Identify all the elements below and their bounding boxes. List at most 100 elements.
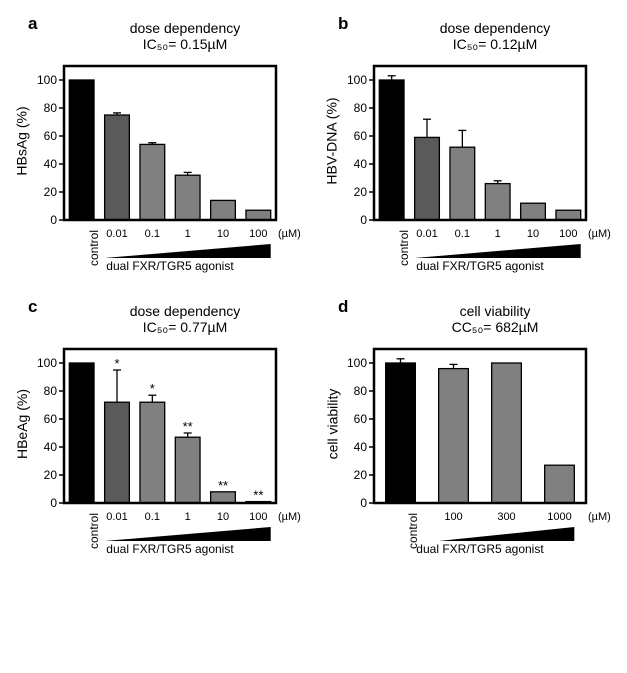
- plot-area: 020406080100control0.010.1110100(µM)dual…: [34, 56, 284, 273]
- panel-d: dcell viabilityCC₅₀= 682µMcell viability…: [320, 303, 620, 556]
- ylabel: HBeAg (%): [14, 389, 30, 459]
- x-tick: 100: [249, 228, 267, 240]
- bar: [492, 363, 522, 503]
- svg-text:40: 40: [354, 440, 368, 454]
- bar-chart: 0 20 40 60 80 100: [34, 56, 284, 226]
- bar: [379, 80, 404, 220]
- bar: [386, 363, 416, 503]
- svg-text:60: 60: [44, 129, 58, 143]
- bar: [246, 210, 271, 220]
- svg-text:**: **: [183, 419, 193, 434]
- bar: [105, 115, 130, 220]
- x-tick: 300: [497, 511, 515, 523]
- bar: [211, 492, 236, 503]
- panel-title: dose dependencyIC₅₀= 0.77µM: [60, 303, 310, 335]
- svg-text:*: *: [150, 382, 155, 397]
- svg-text:60: 60: [354, 129, 368, 143]
- panel-c: cdose dependencyIC₅₀= 0.77µMHBeAg (%)020…: [10, 303, 310, 556]
- x-tick: 1000: [547, 511, 571, 523]
- svg-text:80: 80: [44, 101, 58, 115]
- bar: [140, 145, 165, 221]
- x-unit: (µM): [278, 511, 301, 523]
- bar: [140, 403, 165, 504]
- title-line1: dose dependency: [60, 20, 310, 36]
- panel-a: adose dependencyIC₅₀= 0.15µMHBsAg (%)020…: [10, 20, 310, 273]
- x-tick: 1: [495, 228, 501, 240]
- svg-text:60: 60: [354, 412, 368, 426]
- title-line2: IC₅₀= 0.77µM: [60, 319, 310, 335]
- x-axis-label: dual FXR/TGR5 agonist: [374, 259, 586, 273]
- x-labels: control1003001000(µM): [344, 509, 594, 527]
- x-unit: (µM): [588, 511, 611, 523]
- svg-text:0: 0: [50, 213, 57, 226]
- svg-text:20: 20: [44, 185, 58, 199]
- x-axis-label: dual FXR/TGR5 agonist: [64, 542, 276, 556]
- plot-area: 020406080100control0.010.1110100(µM)dual…: [344, 56, 594, 273]
- x-unit: (µM): [588, 228, 611, 240]
- x-tick: 1: [185, 228, 191, 240]
- svg-text:0: 0: [360, 213, 367, 226]
- bar: [415, 138, 440, 221]
- panel-title: dose dependencyIC₅₀= 0.15µM: [60, 20, 310, 52]
- x-tick: 100: [249, 511, 267, 523]
- ylabel: HBsAg (%): [14, 107, 30, 176]
- bar: [439, 369, 469, 503]
- x-tick: 10: [527, 228, 539, 240]
- plot-box: HBsAg (%)020406080100control0.010.111010…: [10, 56, 310, 273]
- title-line1: dose dependency: [370, 20, 620, 36]
- svg-text:40: 40: [44, 157, 58, 171]
- wedge-wrap: dual FXR/TGR5 agonist: [344, 244, 594, 273]
- x-tick: 0.01: [106, 511, 127, 523]
- x-tick: 10: [217, 511, 229, 523]
- svg-text:40: 40: [44, 440, 58, 454]
- bar: [485, 184, 510, 220]
- x-tick: 0.1: [145, 228, 160, 240]
- plot-box: cell viability020406080100control1003001…: [320, 339, 620, 556]
- panel-title: dose dependencyIC₅₀= 0.12µM: [370, 20, 620, 52]
- svg-text:80: 80: [354, 384, 368, 398]
- x-labels: control0.010.1110100(µM): [34, 509, 284, 527]
- bar-chart: 0 20 40 60 80 100: [344, 339, 594, 509]
- svg-text:100: 100: [347, 356, 367, 370]
- x-unit: (µM): [278, 228, 301, 240]
- title-line1: cell viability: [370, 303, 620, 319]
- svg-text:100: 100: [347, 73, 367, 87]
- bar: [175, 438, 200, 504]
- bar: [175, 175, 200, 220]
- wedge-icon: [34, 527, 284, 541]
- svg-text:0: 0: [360, 496, 367, 509]
- bar-chart: 020406080100: [344, 56, 594, 226]
- svg-text:20: 20: [354, 468, 368, 482]
- plot-area: 020406080100********control0.010.1110100…: [34, 339, 284, 556]
- ylabel-wrap: HBeAg (%): [10, 339, 34, 509]
- bar: [521, 203, 546, 220]
- x-tick: 0.01: [416, 228, 437, 240]
- wedge-icon: [344, 244, 594, 258]
- bar: [450, 147, 475, 220]
- x-labels: control0.010.1110100(µM): [34, 226, 284, 244]
- plot-area: 020406080100control1003001000(µM)dual FX…: [344, 339, 594, 556]
- svg-text:60: 60: [44, 412, 58, 426]
- x-axis-label: dual FXR/TGR5 agonist: [64, 259, 276, 273]
- bar: [69, 80, 94, 220]
- svg-text:80: 80: [44, 384, 58, 398]
- svg-text:0: 0: [50, 496, 57, 509]
- ylabel-wrap: HBV-DNA (%): [320, 56, 344, 226]
- x-axis-label: dual FXR/TGR5 agonist: [374, 542, 586, 556]
- x-tick: 10: [217, 228, 229, 240]
- svg-text:100: 100: [37, 73, 57, 87]
- bar-chart: 020406080100********: [34, 339, 284, 509]
- title-line2: IC₅₀= 0.12µM: [370, 36, 620, 52]
- wedge-icon: [34, 244, 284, 258]
- ylabel: HBV-DNA (%): [324, 98, 340, 185]
- wedge-wrap: dual FXR/TGR5 agonist: [34, 527, 284, 556]
- x-labels: control0.010.1110100(µM): [344, 226, 594, 244]
- ylabel: cell viability: [324, 389, 340, 460]
- wedge-icon: [344, 527, 594, 541]
- wedge-wrap: dual FXR/TGR5 agonist: [34, 244, 284, 273]
- svg-text:20: 20: [44, 468, 58, 482]
- panel-b: bdose dependencyIC₅₀= 0.12µMHBV-DNA (%)0…: [320, 20, 620, 273]
- x-tick: 100: [559, 228, 577, 240]
- x-tick: 0.1: [455, 228, 470, 240]
- svg-text:80: 80: [354, 101, 368, 115]
